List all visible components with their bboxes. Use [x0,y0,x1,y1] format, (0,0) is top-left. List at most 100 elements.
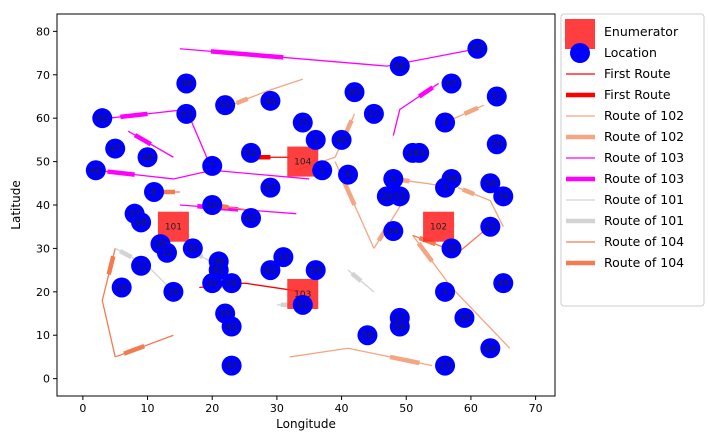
location-label: 48 [142,153,154,163]
y-tick-label: 80 [36,25,50,38]
location-point [441,73,462,94]
y-tick-label: 0 [43,373,50,386]
location-label: 33 [413,149,424,159]
location-label: 37 [129,210,140,220]
location-label: 68 [135,218,147,228]
location-label: 47 [109,145,120,155]
legend-entry: Route of 102 [566,129,684,144]
legend-label: Route of 103 [604,171,684,186]
location-point [163,281,184,302]
location-label: 36 [213,257,225,267]
routes-layer [95,48,511,367]
legend-entry: Route of 104 [566,234,684,249]
location-label: 4 [442,288,448,298]
location-point [383,168,404,189]
location-point [131,212,152,233]
location-label: 6 [345,171,351,181]
location-label: 69 [349,88,361,98]
location-label: 20 [381,192,393,202]
route-segment-thick [417,85,435,99]
location-label: 52 [245,149,256,159]
location-label: 1 [319,166,325,176]
location-label: 64 [485,344,497,354]
location-point [137,147,158,168]
route-segment-thick [133,133,152,147]
location-label: 10 [206,201,218,211]
location-label: 19 [219,310,231,320]
x-tick-label: 40 [335,402,349,415]
location-point [305,260,326,281]
location-label: 7 [209,162,215,172]
location-point [480,338,501,359]
legend-swatch-circle [570,43,590,63]
location-point [312,160,333,181]
location-label: 39 [459,314,471,324]
location-point [305,129,326,150]
route-segment-thick [118,249,133,260]
route-segment-thick [389,354,420,366]
location-point [389,316,410,337]
route-segment-thick [350,271,363,283]
legend-box [560,13,705,307]
location-label: 40 [336,136,348,146]
location-label: 35 [446,244,457,254]
location-label: 22 [368,110,379,120]
location-label: 17 [394,314,405,324]
location-point [486,86,507,107]
location-label: 59 [446,175,458,185]
location-point [435,355,456,376]
location-label: 67 [446,79,457,89]
location-label: 24 [226,279,238,289]
location-label: 53 [394,192,405,202]
location-point [208,260,229,281]
location-label: 32 [206,279,217,289]
legend-entry: Route of 103 [566,150,684,165]
location-label: 65 [472,45,483,55]
location-point [260,90,281,111]
location-point [260,177,281,198]
location-label: 8 [151,188,157,198]
location-label: 23 [439,362,450,372]
location-label: 13 [278,253,289,263]
location-point [144,181,165,202]
location-point [241,208,262,229]
location-label: 15 [297,119,308,129]
location-label: 3 [442,184,448,194]
location-label: 5 [390,175,396,185]
location-label: 56 [394,323,406,333]
enumerator-label: 102 [430,223,447,233]
location-point [344,82,365,103]
location-point [92,108,113,129]
location-point [292,294,313,315]
route-segment-thick [107,169,135,177]
legend-label: Route of 102 [604,129,684,144]
location-point [215,95,236,116]
location-label: 49 [498,279,510,289]
location-label: 34 [498,192,510,202]
route-segment-thick [235,96,249,106]
location-point [273,247,294,268]
location-point [182,238,203,259]
location-label: 51 [297,301,308,311]
location-label: 54 [485,179,497,189]
x-axis-label: Longitude [276,417,336,431]
legend-label: Route of 101 [604,192,684,207]
enumerator-label: 104 [294,158,311,168]
route-segment-thick [416,241,434,263]
location-point [454,307,475,328]
location-point [435,112,456,133]
location-label: 11 [135,262,146,272]
route-segment-thick [106,255,116,275]
location-label: 43 [226,362,237,372]
location-label: 9 [442,119,448,129]
location-label: 2 [313,136,319,146]
location-label: 55 [219,101,230,111]
location-point [486,134,507,155]
y-tick-label: 40 [36,199,50,212]
location-point [221,316,242,337]
location-point [202,155,223,176]
location-label: 63 [181,110,192,120]
axis-ticks: 0 10 20 30 40 50 60 70 0 10 20 30 40 50 60 70 80 [36,25,543,415]
location-label: 41 [245,214,256,224]
location-label: 60 [97,114,109,124]
